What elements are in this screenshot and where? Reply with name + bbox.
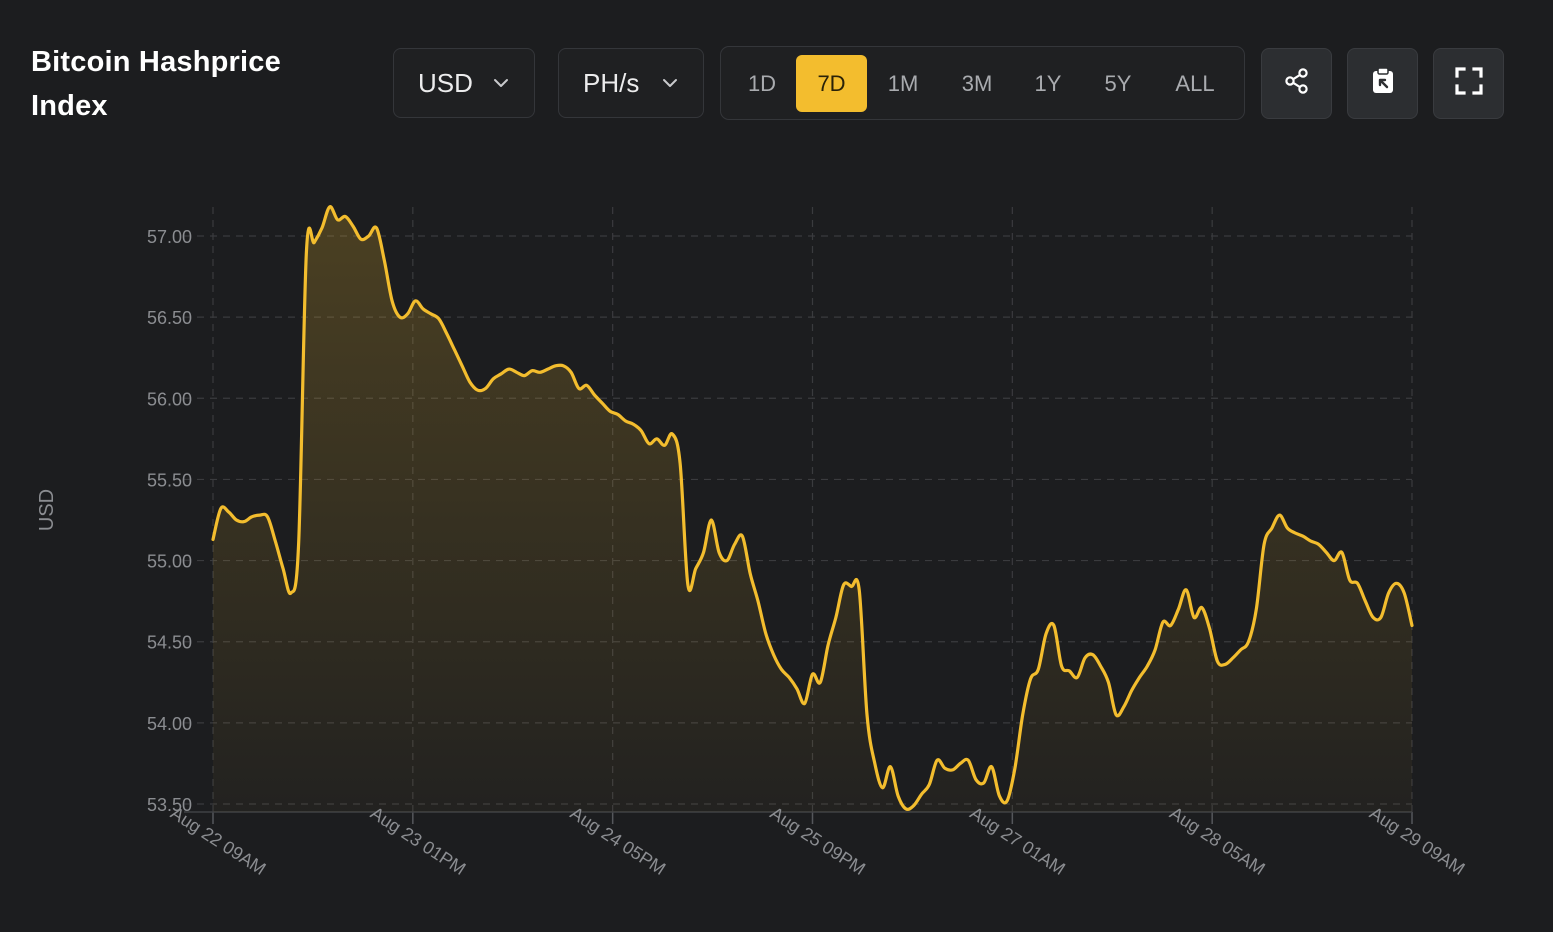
currency-select-value: USD xyxy=(418,67,473,98)
x-tick-label: Aug 28 05AM xyxy=(1166,803,1268,879)
range-7d-button[interactable]: 7D xyxy=(796,55,867,112)
x-tick-label: Aug 22 09AM xyxy=(167,803,269,879)
clipboard-icon xyxy=(1368,66,1398,101)
share-icon xyxy=(1282,66,1312,101)
fullscreen-button[interactable] xyxy=(1433,48,1504,119)
range-1y-button[interactable]: 1Y xyxy=(1034,70,1062,96)
y-tick-label: 54.00 xyxy=(147,714,192,734)
chevron-down-icon xyxy=(492,74,510,92)
x-tick-label: Aug 29 09AM xyxy=(1366,803,1468,879)
x-tick-label: Aug 23 01PM xyxy=(367,803,469,879)
y-tick-label: 56.50 xyxy=(147,308,192,328)
range-3m-button[interactable]: 3M xyxy=(961,70,993,96)
y-tick-label: 55.50 xyxy=(147,470,192,490)
y-tick-label: 55.00 xyxy=(147,552,192,572)
series-line xyxy=(211,205,1414,812)
unit-select-value: PH/s xyxy=(583,67,640,98)
y-tick-label: 54.50 xyxy=(147,633,192,653)
unit-select[interactable]: PH/s xyxy=(558,48,704,118)
share-button[interactable] xyxy=(1261,48,1332,119)
x-tick-label: Aug 27 01AM xyxy=(966,803,1068,879)
range-all-button[interactable]: ALL xyxy=(1175,70,1215,96)
clipboard-button[interactable] xyxy=(1347,48,1418,119)
fullscreen-icon xyxy=(1454,66,1484,101)
range-1m-button[interactable]: 1M xyxy=(887,70,919,96)
currency-select[interactable]: USD xyxy=(393,48,535,118)
series-area xyxy=(213,206,1412,813)
chevron-down-icon xyxy=(661,74,679,92)
x-tick-label: Aug 24 05PM xyxy=(567,803,669,879)
y-axis-label: USD xyxy=(36,489,58,531)
time-range-selector: 1D 7D 1M 3M 1Y 5Y ALL xyxy=(720,46,1245,120)
range-5y-button[interactable]: 5Y xyxy=(1104,70,1132,96)
x-tick-label: Aug 25 09PM xyxy=(767,803,869,879)
range-1d-button[interactable]: 1D xyxy=(747,70,777,96)
page-title: Bitcoin Hashprice Index xyxy=(31,46,281,122)
y-tick-label: 53.50 xyxy=(147,795,192,815)
y-tick-label: 57.00 xyxy=(147,227,192,247)
y-tick-label: 56.00 xyxy=(147,389,192,409)
